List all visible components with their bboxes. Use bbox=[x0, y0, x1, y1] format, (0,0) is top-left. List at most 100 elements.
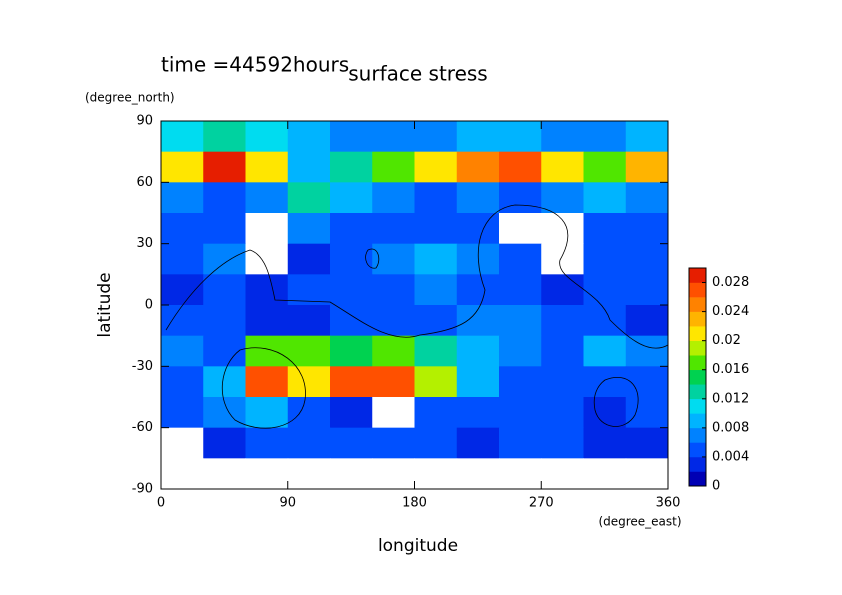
field-cell bbox=[625, 397, 669, 429]
field-cell bbox=[372, 458, 415, 490]
colorbar-swatch bbox=[689, 297, 706, 312]
field-cell bbox=[456, 305, 500, 337]
field-cell bbox=[372, 397, 415, 429]
field-cell bbox=[287, 366, 331, 398]
field-cell bbox=[203, 335, 246, 367]
colorbar-tick-label: 0.012 bbox=[712, 391, 749, 406]
field-cell bbox=[330, 366, 373, 398]
field-cell bbox=[541, 335, 584, 367]
field-cell bbox=[456, 335, 500, 367]
colorbar-swatch bbox=[689, 398, 706, 414]
field-cell bbox=[625, 213, 669, 245]
field-cell bbox=[625, 274, 669, 306]
field-cell bbox=[330, 305, 373, 337]
field-cell bbox=[541, 121, 584, 153]
x-tick-label: 0 bbox=[157, 496, 165, 511]
field-cell bbox=[414, 121, 458, 153]
field-cell bbox=[372, 366, 415, 398]
field-cell bbox=[372, 121, 415, 153]
colorbar-tick-label: 0 bbox=[712, 479, 720, 494]
colorbar-swatch bbox=[689, 369, 706, 385]
field-cell bbox=[161, 397, 204, 429]
field-cell bbox=[161, 335, 204, 367]
field-cell bbox=[245, 243, 289, 275]
field-cell bbox=[203, 151, 246, 183]
field-cell bbox=[161, 305, 204, 337]
field-cell bbox=[414, 151, 458, 183]
field-cell bbox=[245, 182, 289, 214]
field-cell bbox=[203, 213, 246, 245]
field-cell bbox=[414, 182, 458, 214]
field-cell bbox=[203, 121, 246, 153]
field-cell bbox=[499, 151, 542, 183]
field-cell bbox=[203, 458, 246, 490]
field-cell bbox=[583, 213, 627, 245]
field-cell bbox=[456, 427, 500, 459]
field-cell bbox=[161, 121, 204, 153]
colorbar-swatch bbox=[689, 282, 706, 298]
field-cell bbox=[499, 182, 542, 214]
colorbar-swatch bbox=[689, 326, 706, 341]
field-cell bbox=[330, 335, 373, 367]
field-cell bbox=[203, 427, 246, 459]
field-cell bbox=[161, 427, 204, 459]
field-cell bbox=[583, 274, 627, 306]
field-cell bbox=[287, 458, 331, 490]
field-cell bbox=[330, 182, 373, 214]
field-cell bbox=[583, 397, 627, 429]
field-cell bbox=[414, 305, 458, 337]
field-cell bbox=[583, 151, 627, 183]
field-cell bbox=[287, 335, 331, 367]
colorbar-swatch bbox=[689, 355, 706, 371]
field-cell bbox=[541, 366, 584, 398]
field-cell bbox=[456, 151, 500, 183]
y-tick-label: -60 bbox=[132, 420, 153, 435]
field-cell bbox=[245, 121, 289, 153]
field-cell bbox=[245, 458, 289, 490]
field-cell bbox=[245, 335, 289, 367]
field-cell bbox=[287, 182, 331, 214]
field-cell bbox=[625, 151, 669, 183]
field-cell bbox=[330, 427, 373, 459]
field-cell bbox=[330, 151, 373, 183]
field-cell bbox=[414, 366, 458, 398]
field-cell bbox=[541, 182, 584, 214]
field-cell bbox=[203, 243, 246, 275]
field-cell bbox=[541, 397, 584, 429]
colorbar-tick-label: 0.008 bbox=[712, 420, 749, 435]
field-cell bbox=[330, 458, 373, 490]
y-tick-label: 30 bbox=[136, 236, 153, 251]
coastlines bbox=[165, 204, 669, 429]
field-cell bbox=[414, 335, 458, 367]
field-cell bbox=[372, 427, 415, 459]
field-cell bbox=[499, 243, 542, 275]
field-cell bbox=[287, 121, 331, 153]
field-cell bbox=[245, 274, 289, 306]
colorbar-tick-label: 0.024 bbox=[712, 304, 749, 319]
colorbar-tick-label: 0.028 bbox=[712, 275, 749, 290]
field-cell bbox=[625, 366, 669, 398]
colorbar-swatch bbox=[689, 384, 706, 400]
field-cell bbox=[499, 305, 542, 337]
field-cell bbox=[499, 335, 542, 367]
field-cell bbox=[625, 335, 669, 367]
field-cell bbox=[287, 151, 331, 183]
field-cell bbox=[541, 151, 584, 183]
field-cell bbox=[541, 458, 584, 490]
field-cell bbox=[245, 366, 289, 398]
y-tick-label: -30 bbox=[132, 359, 153, 374]
x-tick-label: 360 bbox=[656, 496, 681, 511]
field-cell bbox=[161, 213, 204, 245]
field-cell bbox=[583, 182, 627, 214]
field-cell bbox=[499, 121, 542, 153]
field-cell bbox=[456, 397, 500, 429]
x-tick-label: 180 bbox=[402, 496, 427, 511]
field-cell bbox=[456, 213, 500, 245]
field-cell bbox=[541, 427, 584, 459]
field-cell bbox=[245, 305, 289, 337]
field-cell bbox=[372, 274, 415, 306]
field-cell bbox=[372, 182, 415, 214]
x-axis-label: longitude bbox=[378, 536, 458, 556]
y-tick-label: 90 bbox=[136, 114, 153, 129]
field-cell bbox=[203, 274, 246, 306]
